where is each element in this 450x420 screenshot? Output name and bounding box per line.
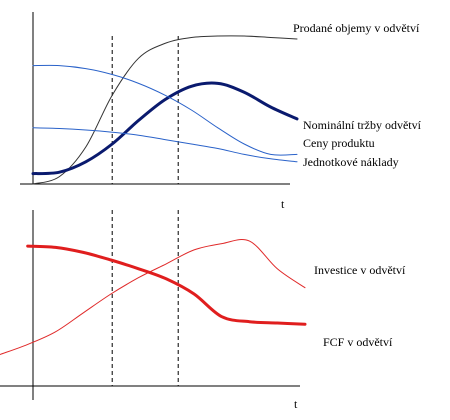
series-label-1-1: Prodané objemy v odvětví [293, 21, 420, 35]
series-line-2-2 [26, 244, 307, 326]
series-line-1-1 [32, 35, 298, 185]
series-label-2-1: Investice v odvětví [314, 263, 406, 277]
series-label-1-2: Nominální tržby odvětví [303, 118, 422, 132]
series-line-1-2 [31, 81, 299, 176]
top-chart: t Prodané objemy v odvětví Nominální tržb… [20, 12, 422, 211]
series-line-2-1 [0, 239, 306, 355]
bottom-x-axis-label: t [294, 397, 298, 411]
series-label-1-3: Ceny produktu [303, 136, 375, 150]
top-x-axis-label: t [281, 197, 285, 211]
series-label-2-2: FCF v odvětví [323, 335, 393, 349]
series-label-1-4: Jednotkové náklady [303, 155, 399, 169]
bottom-chart: t Investice v odvětví FCF v odvětví [0, 210, 406, 411]
series-line-1-4 [32, 127, 298, 163]
series-line-1-3 [32, 64, 298, 156]
